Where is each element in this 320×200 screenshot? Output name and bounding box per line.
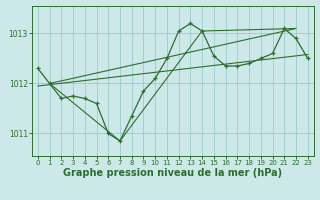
X-axis label: Graphe pression niveau de la mer (hPa): Graphe pression niveau de la mer (hPa) [63,168,282,178]
